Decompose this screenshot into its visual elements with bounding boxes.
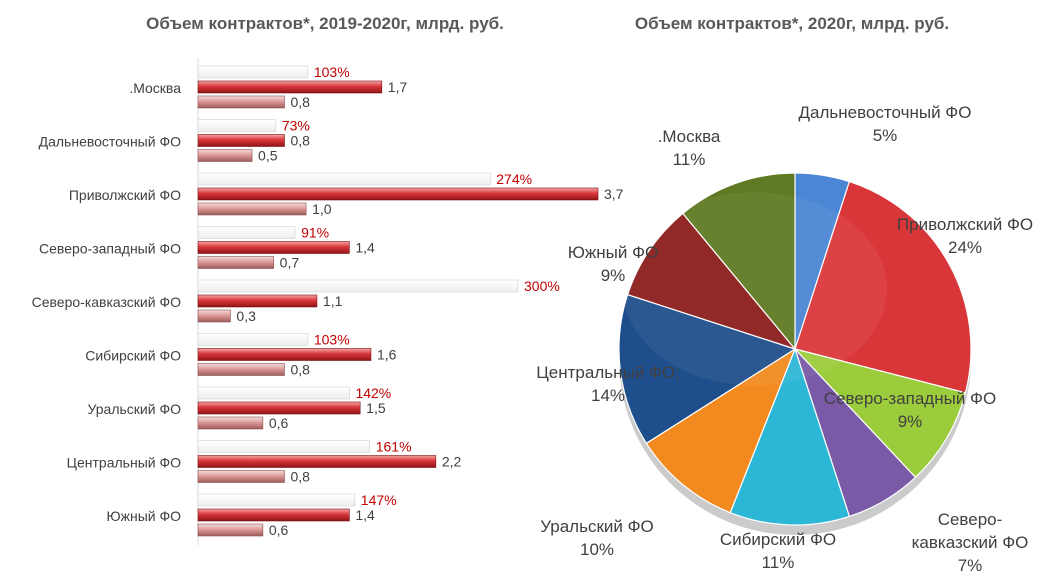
bar-value-label: 0,7 [280,255,300,271]
bar-value-label: 0,8 [290,133,310,149]
bar-percent-label: 73% [282,118,310,134]
bar-category-label: .Москва [129,80,181,96]
bar-2019 [197,202,307,216]
bar-percent [197,172,491,186]
bar-percent-label: 147% [361,492,397,508]
bar-value-label: 3,7 [604,186,624,202]
pie-slice [794,180,972,394]
bar-2020 [197,508,350,522]
bar-value-label: 0,3 [236,308,256,324]
bar-percent-label: 142% [355,385,391,401]
bar-2019 [197,95,285,109]
bar-percent [197,333,309,346]
pie-slice-label: Южный ФО 9% [568,243,659,285]
bar-2019 [197,523,264,537]
bar-value-label: 1,1 [323,293,343,309]
bar-2020 [197,294,318,308]
bar-category-label: Северо-кавказский ФО [32,294,181,310]
bar-percent [197,119,277,132]
pie-slice [645,347,797,514]
bar-value-label: 1,6 [377,347,397,363]
bar-value-label: 1,4 [355,240,375,256]
bar-2019 [197,470,285,483]
bar-percent-label: 91% [301,225,329,241]
bar-value-label: 2,2 [442,454,462,470]
bar-2019 [197,149,253,162]
bar-value-label: 1,0 [312,201,332,217]
bar-percent-label: 103% [314,64,350,80]
bar-category-label: Южный ФО [106,508,181,524]
bar-category-label: Центральный ФО [67,455,181,471]
pie-slice [681,172,796,351]
bar-value-label: 1,4 [355,507,375,523]
bar-category-label: Северо-западный ФО [39,241,181,257]
bar-2019 [197,416,264,430]
pie-slice-label: Приволжский ФО 24% [897,215,1033,257]
pie-slice-label: Северо-западный ФО 9% [824,389,996,431]
bar-percent [197,386,350,400]
bar-percent [197,65,309,79]
bar-percent-label: 103% [314,332,350,348]
bar-category-label: Приволжский ФО [69,187,181,203]
bar-percent [197,493,356,507]
bar-2020 [197,187,599,201]
bar-value-label: 0,8 [290,362,310,378]
pie-slice [626,212,797,351]
bar-percent-label: 161% [376,439,412,455]
pie-slice [729,347,851,526]
pie-sheen [623,192,887,386]
pie-slice-label: Дальневосточный ФО 5% [799,103,972,145]
pie-slice-label: Сибирский ФО 11% [720,530,836,572]
bar-2020 [197,455,437,468]
bar-category-label: Сибирский ФО [85,348,181,364]
bar-2020 [197,80,383,94]
bar-2020 [197,401,361,415]
pie-slice-label: Северо-кавказский ФО 7% [912,510,1029,575]
bar-2019 [197,256,274,269]
bar-value-label: 1,7 [388,79,408,95]
bar-value-label: 0,8 [290,94,310,110]
bar-2020 [197,348,372,361]
bar-2020 [197,134,285,147]
bar-value-label: 0,8 [290,469,310,485]
bar-value-label: 0,6 [269,522,289,538]
bar-percent [197,226,296,239]
bar-chart-title: Объем контрактов*, 2019-2020г, млрд. руб… [146,14,504,33]
bar-2019 [197,363,285,376]
pie-slice-label: Центральный ФО; 14% [536,363,680,405]
bar-percent [197,440,371,453]
bar-category-label: Уральский ФО [88,401,182,417]
bar-category-label: Дальневосточный ФО [39,134,181,150]
bar-value-label: 0,6 [269,415,289,431]
pie-slice [618,293,797,445]
pie-slice-label: .Москва 11% [658,127,721,169]
pie-chart: Дальневосточный ФО 5% Приволжский ФО 24% Сев… [536,103,1033,575]
bar-value-label: 1,5 [366,400,386,416]
bar-2019 [197,309,231,323]
bar-percent [197,279,519,293]
pie-slice-label: Уральский ФО 10% [540,517,654,559]
bar-percent-label: 274% [496,171,532,187]
pie-slice [793,347,967,479]
pie-chart-title: Объем контрактов*, 2020г, млрд. руб. [635,14,949,33]
bar-value-label: 0,5 [258,148,278,164]
bar-2020 [197,241,350,254]
bar-percent-label: 300% [524,278,560,294]
